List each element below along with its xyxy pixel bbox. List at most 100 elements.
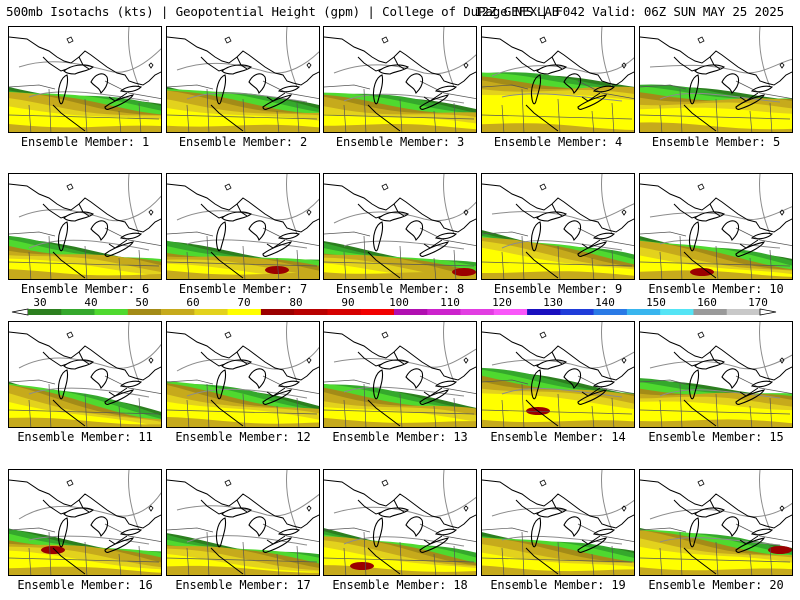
island-outline	[621, 505, 627, 512]
wind-speed-band	[482, 419, 634, 427]
colorbar-segment	[626, 309, 661, 315]
state-boundaries	[640, 227, 792, 279]
colorbar-segment	[28, 309, 62, 315]
island-outline	[306, 209, 312, 216]
height-contour	[659, 537, 781, 546]
island-outline	[779, 209, 785, 216]
ensemble-member-panel	[166, 173, 320, 280]
height-contour	[286, 27, 298, 88]
ensemble-member-map	[324, 27, 476, 132]
height-contour	[128, 470, 140, 531]
ensemble-member-caption: Ensemble Member: 17	[175, 578, 311, 592]
wind-speed-band	[324, 417, 476, 427]
height-contour	[28, 535, 150, 545]
island-outline	[697, 479, 705, 487]
ensemble-member-caption: Ensemble Member: 10	[648, 282, 784, 296]
geopotential-height-contours	[649, 322, 792, 399]
geopotential-height-contours	[18, 470, 161, 545]
height-contour	[601, 27, 613, 88]
state-boundaries	[324, 80, 476, 132]
height-contour	[186, 92, 308, 103]
geopotential-height-contours	[491, 174, 634, 251]
height-contour	[491, 499, 634, 517]
colorbar-segment	[660, 309, 694, 315]
geopotential-height-contours	[333, 174, 476, 250]
ensemble-member-panel	[323, 173, 477, 280]
wind-speed-maximum	[690, 268, 714, 276]
wind-speed-shading	[167, 381, 319, 427]
height-contour	[28, 91, 150, 102]
colorbar-left-arrow	[11, 308, 29, 316]
island-outline	[697, 183, 705, 191]
height-contour	[18, 492, 161, 520]
height-contour	[28, 387, 150, 398]
wind-speed-band	[324, 124, 476, 132]
island-outline	[539, 479, 547, 487]
ensemble-member-caption: Ensemble Member: 16	[17, 578, 153, 592]
height-contour	[333, 348, 476, 368]
wind-speed-shading	[167, 86, 319, 132]
height-contour	[601, 174, 613, 235]
island-outline	[539, 36, 547, 44]
ensemble-member-caption: Ensemble Member: 19	[490, 578, 626, 592]
wind-speed-shading	[9, 528, 161, 575]
wind-speed-band	[9, 106, 161, 132]
wind-speed-shading	[9, 382, 161, 427]
ensemble-member-map	[167, 27, 319, 132]
colorbar-segment	[127, 309, 162, 315]
great-lakes	[530, 211, 616, 257]
ensemble-member-panel	[639, 173, 793, 280]
geopotential-height-contours	[18, 322, 161, 398]
height-contour	[601, 322, 613, 383]
state-boundaries	[167, 80, 319, 132]
wind-speed-maximum	[41, 546, 65, 554]
colorbar-segment	[560, 309, 594, 315]
colorbar-segment	[360, 309, 395, 315]
geopotential-height-contours	[176, 27, 319, 103]
geopotential-height-contours	[176, 174, 319, 249]
great-lakes	[215, 507, 301, 553]
wind-speed-shading	[324, 241, 476, 279]
geopotential-height-contours	[649, 27, 792, 103]
ensemble-member-panel	[639, 26, 793, 133]
colorbar-segment	[294, 309, 328, 315]
wind-speed-band	[9, 417, 161, 427]
colorbar-segment	[327, 309, 362, 315]
geopotential-height-contours	[18, 174, 161, 251]
colorbar-tick-label: 40	[84, 296, 97, 309]
ensemble-member-panel	[166, 321, 320, 428]
height-contour	[659, 239, 781, 249]
island-outline	[779, 357, 785, 364]
great-lakes	[688, 211, 774, 257]
product-description: 500mb Isotachs (kts) | Geopotential Heig…	[6, 4, 560, 19]
island-outline	[463, 505, 469, 512]
ensemble-member-panel	[481, 321, 635, 428]
wind-speed-band	[324, 272, 476, 279]
wind-speed-band	[482, 565, 634, 575]
height-contour	[491, 351, 634, 369]
height-contour	[18, 48, 161, 73]
wind-speed-shading	[640, 84, 792, 132]
great-lakes	[372, 211, 458, 257]
ensemble-member-map	[482, 174, 634, 279]
colorbar-tick-label: 70	[237, 296, 250, 309]
ensemble-member-panel	[8, 173, 162, 280]
geopotential-height-contours	[491, 27, 634, 102]
island-outline	[224, 331, 232, 339]
island-outline	[697, 331, 705, 339]
geopotential-height-contours	[649, 470, 792, 546]
great-lakes	[530, 359, 616, 405]
ensemble-member-map	[9, 174, 161, 279]
ensemble-member-caption: Ensemble Member: 8	[335, 282, 465, 296]
island-outline	[463, 357, 469, 364]
ensemble-member-map	[640, 470, 792, 575]
wind-speed-band	[640, 270, 792, 279]
height-contour	[443, 27, 455, 88]
height-contour	[501, 388, 623, 398]
ensemble-member-map	[167, 322, 319, 427]
wind-speed-maximum	[768, 546, 792, 554]
wind-speed-band	[167, 565, 319, 575]
colorbar-tick-label: 140	[595, 296, 615, 309]
colorbar-tick-label: 80	[289, 296, 302, 309]
wind-speed-band	[482, 271, 634, 279]
